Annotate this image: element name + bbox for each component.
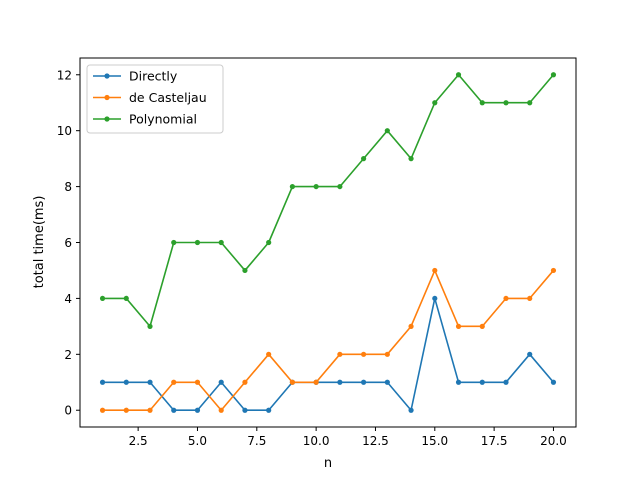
data-point-de-casteljau — [242, 379, 248, 385]
data-point-de-casteljau — [313, 379, 319, 385]
data-point-polynomial — [99, 295, 106, 302]
data-point-directly — [432, 295, 438, 302]
x-tick-label: 7.5 — [247, 434, 266, 448]
series-line-de-casteljau — [102, 269, 555, 412]
y-tick-label: 8 — [64, 180, 72, 194]
data-point-directly — [266, 407, 272, 413]
data-point-de-casteljau — [550, 267, 557, 274]
data-point-polynomial — [527, 100, 533, 106]
y-tick-label: 12 — [57, 68, 72, 82]
x-tick-label: 12.5 — [362, 434, 389, 448]
legend-label: Directly — [129, 69, 178, 84]
data-point-directly — [455, 379, 462, 385]
data-point-directly — [527, 351, 533, 357]
series-directly — [99, 295, 557, 413]
data-point-polynomial — [432, 100, 438, 106]
data-point-polynomial — [337, 183, 343, 190]
data-point-de-casteljau — [266, 351, 272, 357]
data-point-de-casteljau — [360, 351, 367, 357]
data-point-directly — [242, 407, 248, 413]
legend-entry-polynomial: Polynomial — [93, 112, 197, 127]
data-point-directly — [337, 379, 343, 385]
data-point-polynomial — [147, 323, 153, 329]
data-point-polynomial — [384, 128, 390, 134]
data-point-directly — [384, 379, 390, 385]
data-point-de-casteljau — [218, 407, 224, 413]
series-polynomial — [99, 72, 557, 329]
data-point-polynomial — [194, 239, 201, 246]
legend-label: de Casteljau — [129, 90, 207, 105]
data-point-de-casteljau — [503, 295, 509, 302]
legend: Directly de Casteljau Polynomial — [86, 64, 224, 134]
data-point-polynomial — [123, 295, 129, 302]
data-point-polynomial — [360, 156, 367, 162]
legend-entry-directly: Directly — [93, 69, 178, 84]
plot-area — [99, 72, 557, 413]
data-point-polynomial — [455, 72, 462, 78]
data-point-de-casteljau — [337, 351, 343, 357]
x-axis-label: n — [324, 456, 332, 471]
y-axis: 0 2 4 6 8 10 12 — [57, 68, 80, 418]
x-tick-label: 17.5 — [481, 434, 508, 448]
data-point-de-casteljau — [147, 407, 153, 413]
series-line-directly — [102, 297, 555, 412]
y-axis-label: total time(ms) — [32, 196, 47, 289]
data-point-polynomial — [266, 239, 272, 246]
x-axis: 2.5 5.0 7.5 10.0 12.5 15.0 17.5 20.0 — [129, 427, 567, 448]
legend-label: Polynomial — [129, 112, 197, 127]
data-point-de-casteljau — [455, 323, 462, 329]
data-point-de-casteljau — [408, 323, 414, 329]
data-point-de-casteljau — [123, 407, 129, 413]
data-point-directly — [550, 379, 557, 385]
x-tick-label: 2.5 — [129, 434, 148, 448]
data-point-polynomial — [479, 100, 485, 106]
legend-swatch-marker — [104, 116, 110, 122]
data-point-directly — [479, 379, 485, 385]
data-point-directly — [123, 379, 129, 385]
data-point-polynomial — [503, 100, 509, 106]
data-point-polynomial — [218, 239, 224, 246]
data-point-polynomial — [242, 267, 248, 274]
data-point-de-casteljau — [289, 379, 296, 385]
series-line-polynomial — [102, 73, 555, 328]
data-point-de-casteljau — [527, 295, 533, 302]
data-point-polynomial — [550, 72, 557, 78]
x-tick-label: 15.0 — [421, 434, 448, 448]
data-point-de-casteljau — [432, 267, 438, 274]
data-point-polynomial — [171, 239, 177, 246]
legend-swatch-marker — [104, 73, 110, 79]
data-point-directly — [408, 407, 414, 413]
legend-box — [86, 64, 224, 134]
series-de-casteljau — [99, 267, 557, 413]
data-point-directly — [503, 379, 509, 385]
data-point-de-casteljau — [171, 379, 177, 385]
data-point-polynomial — [313, 183, 319, 190]
x-tick-label: 10.0 — [303, 434, 330, 448]
y-tick-label: 6 — [64, 236, 72, 250]
data-point-de-casteljau — [194, 379, 201, 385]
data-point-directly — [360, 379, 367, 385]
data-point-directly — [99, 379, 106, 385]
data-point-de-casteljau — [384, 351, 390, 357]
data-point-directly — [147, 379, 153, 385]
x-tick-label: 20.0 — [540, 434, 567, 448]
data-point-polynomial — [408, 156, 414, 162]
y-tick-label: 2 — [64, 348, 72, 362]
data-point-polynomial — [289, 183, 296, 190]
data-point-directly — [171, 407, 177, 413]
y-tick-label: 0 — [64, 404, 72, 418]
data-point-directly — [194, 407, 201, 413]
y-tick-label: 4 — [64, 292, 72, 306]
data-point-directly — [218, 379, 224, 385]
data-point-de-casteljau — [479, 323, 485, 329]
y-tick-label: 10 — [57, 124, 72, 138]
data-point-de-casteljau — [99, 407, 106, 413]
legend-entry-de-casteljau: de Casteljau — [93, 90, 207, 105]
legend-swatch-marker — [104, 94, 110, 101]
x-tick-label: 5.0 — [188, 434, 207, 448]
